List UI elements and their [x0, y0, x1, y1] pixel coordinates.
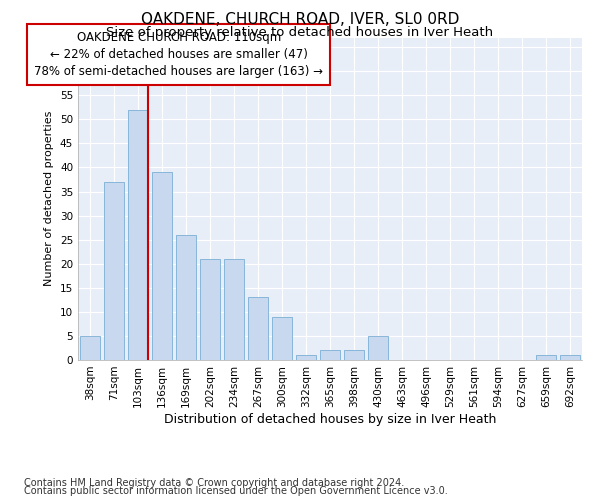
Text: OAKDENE CHURCH ROAD: 110sqm
← 22% of detached houses are smaller (47)
78% of sem: OAKDENE CHURCH ROAD: 110sqm ← 22% of det… [34, 31, 323, 78]
Bar [344, 350, 364, 360]
Bar [224, 259, 244, 360]
Y-axis label: Number of detached properties: Number of detached properties [44, 111, 55, 286]
Bar [80, 336, 100, 360]
Bar [152, 172, 172, 360]
Bar [536, 355, 556, 360]
Bar [272, 316, 292, 360]
Bar [200, 259, 220, 360]
Bar [248, 298, 268, 360]
Bar [128, 110, 148, 360]
Bar [560, 355, 580, 360]
Bar [296, 355, 316, 360]
Bar [104, 182, 124, 360]
Text: Size of property relative to detached houses in Iver Heath: Size of property relative to detached ho… [106, 26, 494, 39]
Text: Contains HM Land Registry data © Crown copyright and database right 2024.: Contains HM Land Registry data © Crown c… [24, 478, 404, 488]
Bar [176, 235, 196, 360]
Bar [320, 350, 340, 360]
X-axis label: Distribution of detached houses by size in Iver Heath: Distribution of detached houses by size … [164, 412, 496, 426]
Text: Contains public sector information licensed under the Open Government Licence v3: Contains public sector information licen… [24, 486, 448, 496]
Text: OAKDENE, CHURCH ROAD, IVER, SL0 0RD: OAKDENE, CHURCH ROAD, IVER, SL0 0RD [141, 12, 459, 28]
Bar [368, 336, 388, 360]
